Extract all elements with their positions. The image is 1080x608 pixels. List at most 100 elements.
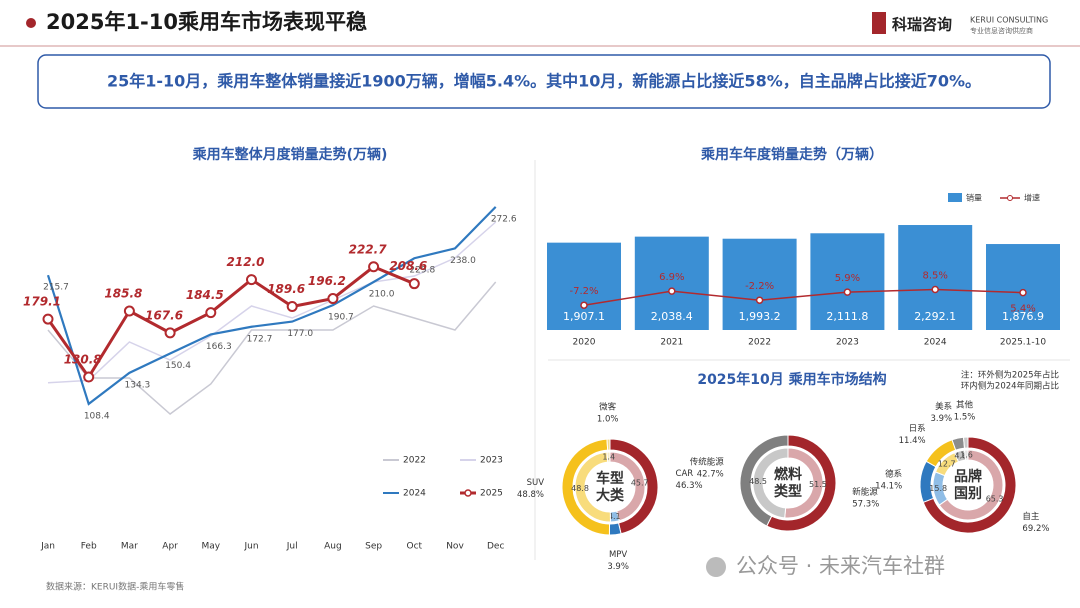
center-label: 车型 xyxy=(596,470,624,487)
x-tick-label: 2024 xyxy=(924,338,947,348)
logo-mark xyxy=(872,12,886,34)
outer-segment xyxy=(962,436,969,449)
growth-point xyxy=(1019,288,1027,297)
slide-title: 2025年1-10乘用车市场表现平稳 xyxy=(46,10,367,34)
x-tick-label: Apr xyxy=(162,542,178,552)
bar xyxy=(898,225,973,330)
data-label: 210.0 xyxy=(369,290,395,300)
legend-label: 2022 xyxy=(403,456,426,466)
wechat-icon xyxy=(706,557,726,577)
segment-value: 42.7% xyxy=(697,469,724,479)
data-label: 208.6 xyxy=(389,259,427,273)
x-tick-label: 2023 xyxy=(836,338,859,348)
inner-value: 48.8 xyxy=(571,484,589,493)
segment-name: 新能源 xyxy=(852,487,878,498)
point xyxy=(164,327,176,339)
point xyxy=(205,307,217,319)
inner-segment xyxy=(752,447,789,519)
x-tick-label: Feb xyxy=(81,542,97,552)
series-line xyxy=(47,221,497,384)
logo-en: KERUI CONSULTING xyxy=(970,16,1048,25)
growth-point xyxy=(755,296,764,304)
segment-value: 69.2% xyxy=(1022,524,1049,534)
point xyxy=(246,274,257,286)
note: 环内侧为2024年同期占比 xyxy=(961,381,1059,392)
point xyxy=(408,278,420,290)
logo-name: 科瑞咨询 xyxy=(892,16,952,34)
outer-segment xyxy=(608,522,622,536)
growth-label: -2.2% xyxy=(745,281,774,292)
legend-swatch xyxy=(948,193,962,202)
inner-value: 4.1 xyxy=(608,512,621,521)
inner-value: 45.7 xyxy=(631,478,649,487)
data-label: 166.3 xyxy=(206,342,232,352)
segment-value: 3.9% xyxy=(607,562,629,572)
point xyxy=(327,293,339,305)
inner-segment xyxy=(938,449,1004,521)
data-label: 172.7 xyxy=(247,334,273,344)
x-tick-label: Oct xyxy=(407,542,423,552)
data-label: 134.3 xyxy=(125,380,151,390)
segment-value: 46.3% xyxy=(676,481,703,491)
growth-label: -7.2% xyxy=(569,286,598,297)
segment-name: MPV xyxy=(609,550,627,560)
segment-name: 德系 xyxy=(885,469,902,480)
segment-name: 日系 xyxy=(909,423,926,434)
bar-label: 2,038.4 xyxy=(651,310,693,323)
segment-value: 57.3% xyxy=(852,500,879,510)
legend-label: 销量 xyxy=(966,193,982,203)
segment-name: SUV xyxy=(527,478,545,488)
x-tick-label: Jul xyxy=(286,542,298,552)
x-tick-label: Dec xyxy=(487,542,504,552)
logo-sub: 专业信息咨询供应商 xyxy=(970,26,1033,35)
segment-value: 1.5% xyxy=(954,413,976,423)
bar xyxy=(547,242,621,330)
x-tick-label: 2021 xyxy=(660,338,683,348)
segment-value: 14.1% xyxy=(875,482,902,492)
data-label: 229.8 xyxy=(409,266,435,276)
inner-value: 1.6 xyxy=(960,451,973,460)
x-tick-label: 2025.1-10 xyxy=(1000,338,1046,348)
bar xyxy=(810,233,885,330)
center-label: 燃料 xyxy=(774,466,802,483)
growth-label: 6.9% xyxy=(659,272,684,283)
growth-label: 8.5% xyxy=(922,271,947,282)
growth-point xyxy=(668,287,676,295)
bar xyxy=(634,236,709,330)
point xyxy=(286,300,298,312)
segment-name: 其他 xyxy=(956,400,974,411)
data-label: 150.4 xyxy=(165,361,191,371)
legend-label: 2024 xyxy=(403,489,426,499)
data-label: 222.7 xyxy=(349,242,388,256)
x-tick-label: 2020 xyxy=(573,338,596,348)
legend-label: 增速 xyxy=(1024,193,1040,203)
data-label: 196.2 xyxy=(308,274,346,288)
x-tick-label: Aug xyxy=(324,542,342,552)
point xyxy=(123,305,135,317)
segment-value: 1.0% xyxy=(597,415,619,425)
legend-label: 2023 xyxy=(480,456,503,466)
point xyxy=(368,261,380,273)
point xyxy=(83,371,95,383)
segment-name: 自主 xyxy=(1022,511,1040,522)
chart-title: 乘用车整体月度销量走势(万辆) xyxy=(192,146,388,163)
x-tick-label: May xyxy=(201,542,220,552)
data-label: 215.7 xyxy=(43,283,69,293)
legend-label: 2025 xyxy=(480,489,503,499)
data-label: 179.1 xyxy=(23,295,61,309)
center-label: 类型 xyxy=(774,483,802,500)
bar-label: 2,292.1 xyxy=(914,310,956,323)
summary-text: 25年1-10月，乘用车整体销量接近1900万辆，增幅5.4%。其中10月，新能… xyxy=(107,72,981,91)
center-label: 品牌 xyxy=(954,468,982,485)
data-label: 238.0 xyxy=(450,256,476,266)
outer-segment xyxy=(606,438,611,451)
bar-label: 1,876.9 xyxy=(1002,310,1044,323)
segment-name: 传统能源 xyxy=(690,456,725,467)
x-tick-label: 2022 xyxy=(748,338,771,348)
x-tick-label: Nov xyxy=(446,542,464,552)
growth-point xyxy=(580,301,588,309)
center-label: 大类 xyxy=(596,487,625,504)
segment-name: CAR xyxy=(676,469,694,479)
chart-title: 乘用车年度销量走势（万辆） xyxy=(700,146,883,163)
data-label: 185.8 xyxy=(104,287,142,301)
